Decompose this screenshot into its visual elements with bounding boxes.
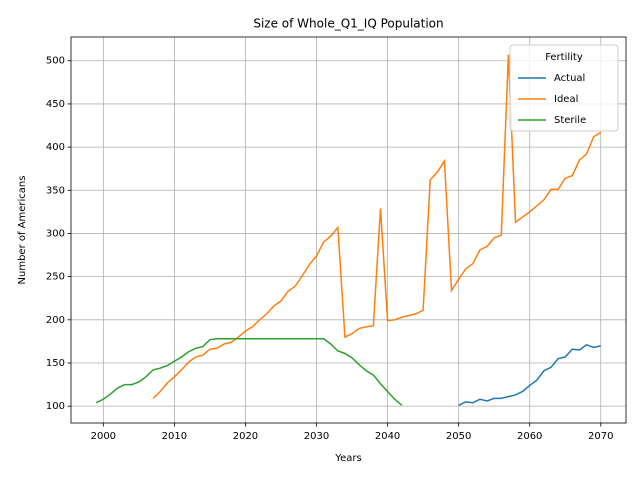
y-tick-label: 250: [46, 272, 65, 283]
plot-frame: [70, 36, 627, 424]
y-tick-label: 450: [46, 99, 65, 110]
chart-title: Size of Whole_Q1_IQ Population: [253, 17, 443, 31]
y-tick-label: 500: [46, 56, 65, 67]
legend-label: Sterile: [554, 115, 586, 126]
x-tick-label: 2040: [375, 431, 400, 442]
x-tick-label: 2070: [588, 431, 613, 442]
y-tick-label: 350: [46, 185, 65, 196]
line-series: [152, 54, 602, 399]
y-tick-label: 400: [46, 142, 65, 153]
y-tick-label: 100: [46, 401, 65, 412]
legend-label: Actual: [554, 73, 585, 84]
y-tick-label: 300: [46, 228, 65, 239]
line-series: [95, 338, 403, 406]
x-tick-label: 2060: [517, 431, 542, 442]
x-tick-label: 2000: [91, 431, 116, 442]
legend-box: [509, 44, 619, 132]
y-tick-label: 150: [46, 358, 65, 369]
y-tick-label: 200: [46, 315, 65, 326]
x-tick-label: 2010: [162, 431, 187, 442]
line-series: [458, 344, 601, 406]
y-axis-label: Number of Americans: [17, 176, 28, 285]
legend-title: Fertility: [545, 52, 583, 63]
x-tick-label: 2020: [233, 431, 258, 442]
x-tick-label: 2050: [446, 431, 471, 442]
x-axis-label: Years: [334, 453, 361, 464]
x-tick-label: 2030: [304, 431, 329, 442]
legend-label: Ideal: [554, 94, 578, 105]
